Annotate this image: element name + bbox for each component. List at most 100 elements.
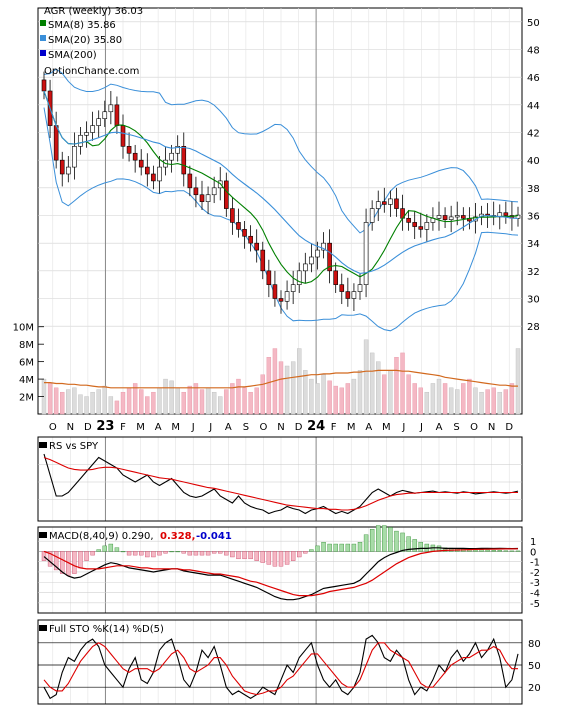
chart-title: AGR (weekly) 36.03 — [44, 6, 143, 17]
candle-body — [138, 159, 144, 168]
candle-body — [357, 284, 363, 292]
volume-bar — [497, 391, 502, 415]
volume-bar — [309, 378, 314, 415]
candle-body — [454, 215, 460, 218]
macd-histogram-bar — [503, 550, 509, 552]
macd-histogram-bar — [114, 547, 120, 552]
candle-body — [309, 256, 314, 265]
candle-body — [181, 146, 187, 175]
candle-body — [78, 134, 83, 147]
candle-body — [278, 298, 284, 302]
sto-panel: 80 50 20 Full STO %K(14) %D(5) — [37, 619, 541, 705]
volume-bar — [303, 370, 308, 415]
candle-body — [303, 263, 308, 272]
volume-bar — [321, 374, 326, 415]
sma20-line — [43, 90, 519, 274]
month-tick-label: A — [225, 422, 232, 433]
macd-histogram-bar — [41, 551, 47, 561]
rs-panel: RS vs SPY — [37, 436, 523, 522]
macd-tick-label: -4 — [530, 589, 540, 600]
macd-histogram-bar — [47, 551, 53, 567]
month-tick-label: O — [470, 422, 478, 433]
macd-histogram-bar — [406, 536, 411, 552]
volume-bar — [448, 387, 454, 415]
volume-bar — [382, 374, 387, 415]
volume-bar — [406, 374, 411, 415]
macd-histogram-bar — [363, 534, 369, 552]
volume-bar — [297, 348, 302, 415]
volume-bar — [278, 361, 284, 415]
candle-body — [132, 152, 138, 161]
rs-grid — [38, 464, 522, 500]
candle-body — [96, 118, 101, 126]
macd-panel-frame — [37, 526, 523, 614]
macd-histogram-bar — [309, 549, 314, 552]
month-tick-label: N — [488, 422, 495, 433]
candle-body — [284, 291, 290, 302]
candle-body — [461, 215, 466, 219]
volume-bar — [412, 383, 417, 415]
candle-body — [412, 222, 417, 227]
volume-bar — [193, 383, 199, 415]
price-tick-label: 36 — [527, 212, 540, 223]
volume-bar — [315, 383, 320, 415]
macd-histogram-bar — [163, 551, 168, 554]
candle-body — [375, 201, 381, 209]
volume-bar — [503, 389, 509, 415]
price-tick-label: 42 — [527, 129, 540, 140]
sma-lines — [43, 90, 519, 284]
candle-body — [351, 291, 357, 299]
macd-histogram-bar — [315, 545, 320, 552]
macd-histogram-bar — [254, 551, 259, 561]
month-tick-label: N — [277, 422, 284, 433]
candle-body — [394, 198, 399, 209]
month-tick-label: J — [208, 422, 212, 433]
month-tick-label: 23 — [96, 419, 114, 434]
candle-body — [266, 270, 272, 285]
macd-histogram-bar — [394, 530, 399, 552]
macd-histogram-bar — [491, 550, 496, 552]
macd-histogram-bar — [248, 551, 253, 560]
candle-body — [436, 215, 442, 219]
macd-histogram-bar — [442, 547, 448, 552]
macd-histogram-bar — [376, 525, 381, 552]
volume-bar — [345, 383, 351, 415]
macd-histogram-bar — [278, 551, 284, 567]
macd-histogram-bar — [266, 551, 272, 565]
macd-title: MACD(8,40,9) 0.290, — [49, 531, 154, 542]
volume-bar — [126, 387, 132, 415]
candle-body — [169, 152, 174, 161]
rs-title: RS vs SPY — [49, 441, 99, 452]
volume-bar — [357, 370, 363, 415]
volume-bar — [224, 389, 229, 415]
candle-body — [260, 249, 266, 272]
volume-bar — [430, 383, 436, 415]
volume-bar — [199, 389, 205, 415]
candle-body — [199, 194, 205, 202]
sto-series-line — [43, 642, 518, 696]
volume-bar — [236, 378, 241, 415]
macd-histogram-bar — [230, 551, 235, 558]
volume-bar — [327, 380, 332, 415]
month-tick-label: F — [120, 422, 126, 433]
volume-bar — [479, 391, 484, 415]
candle-body — [114, 104, 120, 126]
volume-bar — [132, 383, 138, 415]
volume-bar — [114, 400, 120, 415]
candle-body — [151, 173, 156, 182]
volume-bar — [485, 389, 490, 415]
candle-body — [369, 208, 375, 223]
candle-body — [248, 235, 253, 244]
volume-bar — [72, 387, 77, 415]
month-tick-label: A — [155, 422, 162, 433]
macd-histogram-bar — [108, 543, 114, 552]
month-tick-label: A — [436, 422, 443, 433]
sto-tick-label: 50 — [528, 661, 541, 672]
macd-histogram-bar — [388, 527, 393, 552]
volume-bar — [205, 387, 211, 415]
month-tick-label: J — [401, 422, 405, 433]
volume-bar — [461, 383, 466, 415]
price-tick-label: 40 — [527, 156, 540, 167]
watermark: OptionChance.com — [44, 66, 139, 77]
